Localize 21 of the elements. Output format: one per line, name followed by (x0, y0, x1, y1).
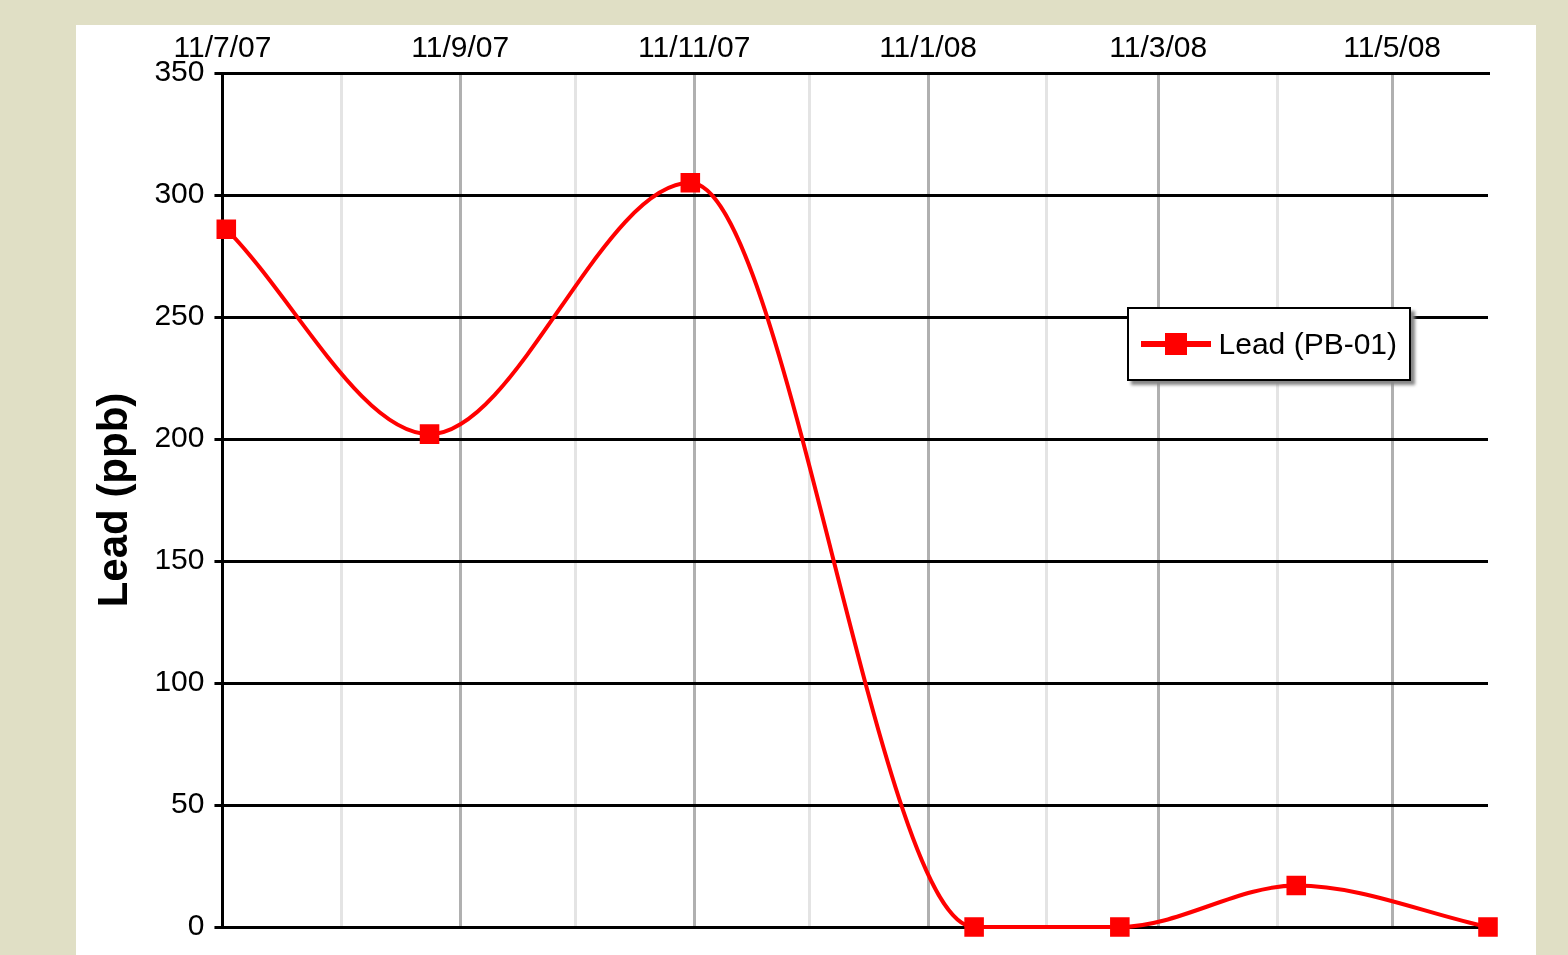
x-tick-label: 11/1/08 (879, 30, 978, 64)
y-tick-label: 0 (187, 908, 205, 942)
x-tick-label: 11/9/07 (411, 30, 510, 64)
y-tick-label: 200 (154, 420, 205, 454)
point (1478, 917, 1498, 937)
point (1110, 917, 1130, 937)
point (419, 424, 440, 444)
point (216, 219, 237, 239)
y-tick-label: 300 (154, 176, 205, 210)
x-tick-label: 11/11/07 (637, 30, 751, 64)
x-tick-label: 11/5/08 (1343, 30, 1442, 64)
point (680, 173, 701, 193)
y-axis-title: Lead (ppb) (88, 392, 136, 608)
y-tick-label: 50 (171, 786, 205, 820)
y-tick-label: 100 (154, 664, 205, 698)
x-tick-label: 11/3/08 (1109, 30, 1208, 64)
y-tick-label: 250 (154, 298, 205, 332)
y-tick-label: 150 (154, 542, 205, 576)
legend-label: Lead (PB-01) (1218, 327, 1397, 361)
point (964, 917, 984, 937)
point (1286, 875, 1307, 896)
